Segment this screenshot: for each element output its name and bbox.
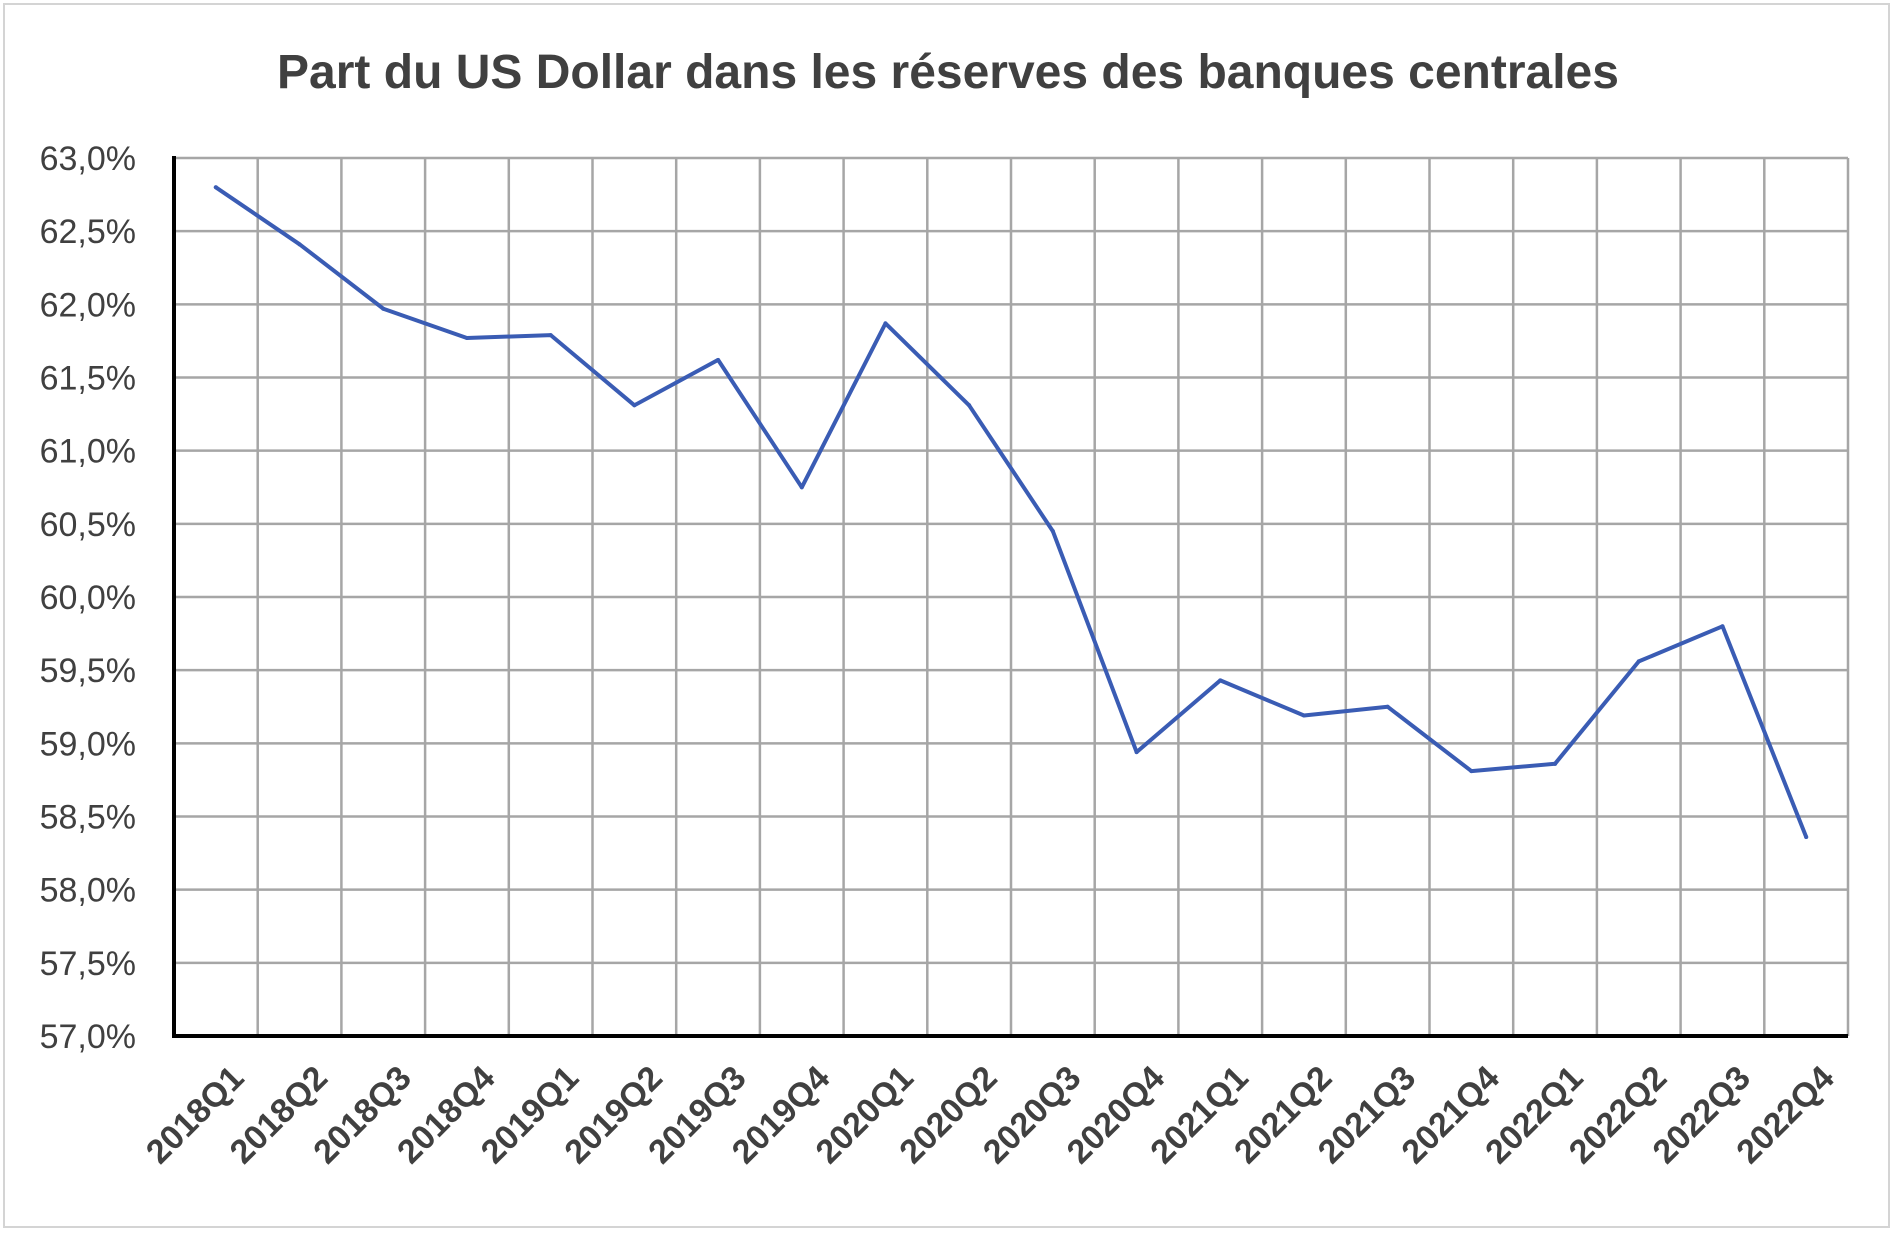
y-tick-label: 61,0% bbox=[40, 433, 136, 471]
data-point bbox=[1218, 678, 1223, 683]
data-point bbox=[1553, 761, 1558, 766]
data-point bbox=[1385, 704, 1390, 709]
data-point bbox=[1050, 529, 1055, 534]
y-axis-tick-labels: 57,0% 57,5% 58,0% 58,5% 59,0% 59,5% 60,0% 60,5%… bbox=[40, 140, 136, 1056]
chart-frame bbox=[3, 3, 1890, 1228]
data-point bbox=[464, 335, 469, 340]
data-point bbox=[1134, 750, 1139, 755]
series-layer bbox=[213, 185, 1809, 839]
data-point bbox=[213, 185, 218, 190]
y-tick-label: 59,0% bbox=[40, 725, 136, 763]
x-axis-tick-labels: 2018Q12018Q22018Q32018Q42019Q12019Q22019… bbox=[139, 1059, 1842, 1171]
data-point bbox=[1636, 659, 1641, 664]
data-point bbox=[799, 485, 804, 490]
data-point bbox=[632, 403, 637, 408]
y-tick-label: 62,5% bbox=[40, 213, 136, 251]
data-point bbox=[716, 357, 721, 362]
data-point bbox=[1301, 713, 1306, 718]
y-tick-label: 63,0% bbox=[40, 140, 136, 178]
y-tick-label: 58,5% bbox=[40, 799, 136, 837]
data-point bbox=[1804, 834, 1809, 839]
data-point bbox=[967, 403, 972, 408]
data-point bbox=[381, 306, 386, 311]
y-tick-label: 62,0% bbox=[40, 286, 136, 324]
data-point bbox=[1469, 769, 1474, 774]
data-point bbox=[883, 321, 888, 326]
y-tick-label: 58,0% bbox=[40, 872, 136, 910]
data-point bbox=[297, 242, 302, 247]
y-tick-label: 60,0% bbox=[40, 579, 136, 617]
y-tick-label: 57,5% bbox=[40, 945, 136, 983]
gridlines bbox=[174, 156, 1850, 1036]
chart-title: Part du US Dollar dans les réserves des … bbox=[277, 46, 1619, 99]
y-tick-label: 59,5% bbox=[40, 652, 136, 690]
y-tick-label: 60,5% bbox=[40, 506, 136, 544]
y-tick-label: 57,0% bbox=[40, 1018, 136, 1056]
data-point bbox=[548, 333, 553, 338]
data-point bbox=[1720, 624, 1725, 629]
axes bbox=[172, 156, 1848, 1038]
series-line bbox=[213, 185, 1809, 839]
y-tick-label: 61,5% bbox=[40, 360, 136, 398]
